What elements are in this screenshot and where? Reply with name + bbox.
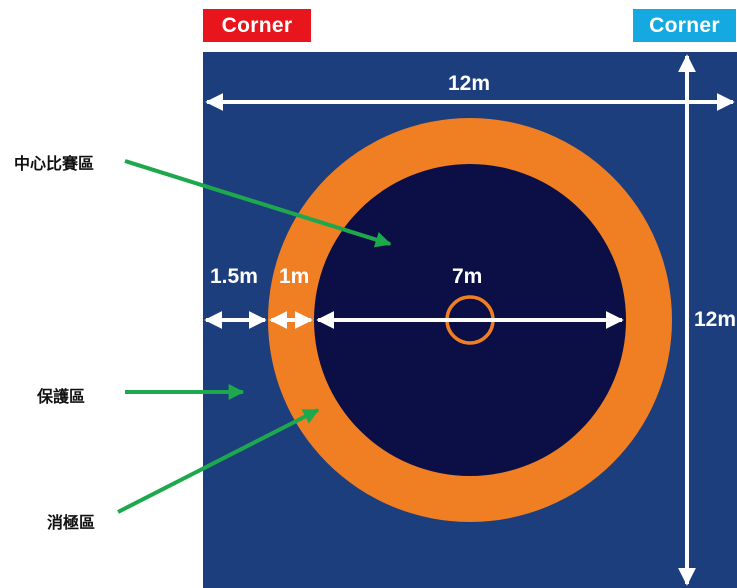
- side-height-label: 12m: [694, 308, 737, 331]
- central-diameter-label: 7m: [452, 265, 483, 288]
- passivity-zone-pointer-arrow: [117, 408, 320, 514]
- passivity-zone-label: 消極區: [47, 513, 96, 532]
- corner-label-right: Corner: [633, 9, 736, 42]
- central-zone-label: 中心比賽區: [14, 154, 95, 173]
- safety-margin-label: 1.5m: [210, 265, 258, 288]
- corner-label-left: Corner: [203, 9, 311, 42]
- protection-zone-label: 保護區: [37, 387, 86, 406]
- passivity-width-label: 1m: [279, 265, 310, 288]
- central-zone-pointer-arrow: [124, 159, 392, 248]
- top-width-label: 12m: [448, 72, 491, 95]
